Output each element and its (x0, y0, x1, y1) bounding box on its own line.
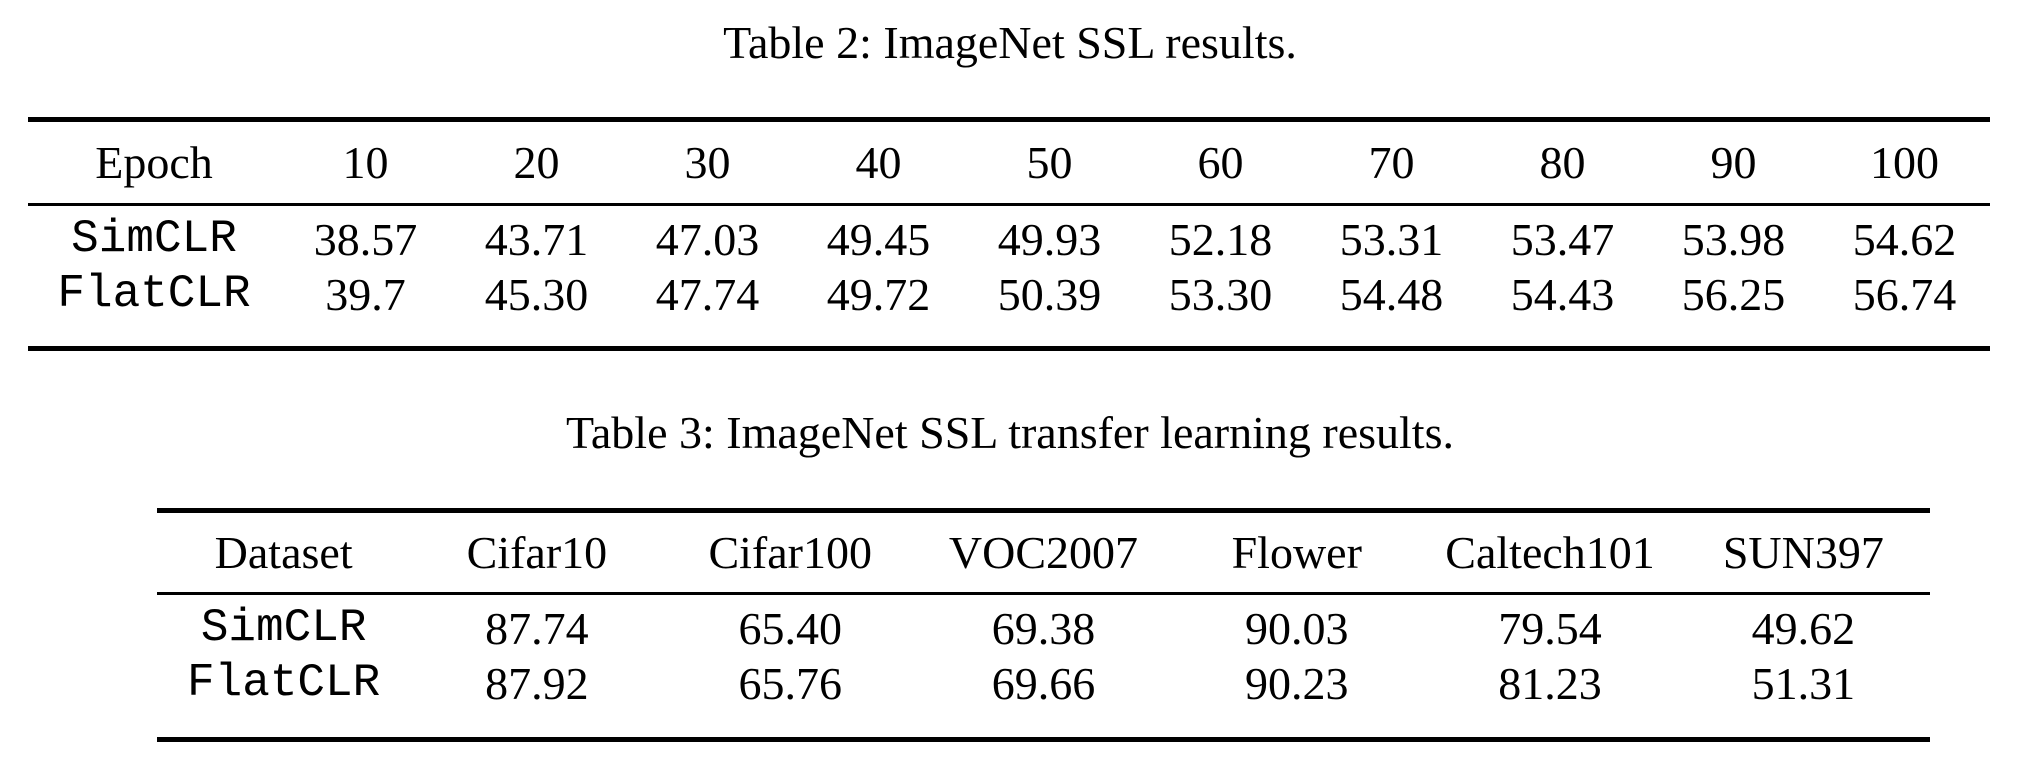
table2-header-cell: 50 (964, 119, 1135, 206)
table2-value-cell: 53.47 (1510, 214, 1615, 265)
table3-value-cell: 65.40 (738, 603, 842, 654)
table2-value-cell: 53.30 (1168, 269, 1273, 320)
table2-value-cell: 49.45 (826, 214, 931, 265)
table3-value-cell: 69.38 (991, 603, 1096, 654)
table2-header-cell: 80 (1477, 119, 1648, 206)
table3-value-cell: 87.74 (485, 603, 589, 654)
table2-value-cell: 43.71 (484, 214, 589, 265)
row-label-flatclr: FlatCLR (57, 268, 251, 320)
table3-value-cell: 90.23 (1245, 658, 1349, 709)
table2-value-cell: 47.74 (655, 269, 760, 320)
table2-header-row: Epoch 10 20 30 40 50 60 70 80 90 100 (28, 119, 1990, 206)
table3-value-cell: 69.66 (991, 658, 1096, 709)
table2-value-cell: 53.98 (1681, 214, 1786, 265)
table3-header-row: Dataset Cifar10 Cifar100 VOC2007 Flower … (157, 510, 1930, 595)
table3-row-simclr: SimCLR 87.74 65.40 69.38 90.03 79.54 49.… (157, 594, 1930, 657)
table2-value-cell: 38.57 (313, 214, 418, 265)
table3-header-cell: Caltech101 (1423, 510, 1677, 595)
table2: Epoch 10 20 30 40 50 60 70 80 90 100 Sim… (28, 117, 1990, 351)
table3-value-cell: 49.62 (1751, 603, 1856, 654)
table3-value-cell: 90.03 (1245, 603, 1349, 654)
table2-value-cell: 45.30 (484, 269, 589, 320)
table3-header-dataset: Dataset (157, 510, 411, 595)
row-label-simclr: SimCLR (71, 213, 237, 265)
table3-value-cell: 87.92 (485, 658, 589, 709)
table2-value-cell: 52.18 (1168, 214, 1273, 265)
table2-header-cell: 20 (451, 119, 622, 206)
table2-value-cell: 56.25 (1681, 269, 1786, 320)
table3-value-cell: 81.23 (1498, 658, 1602, 709)
table2-header-cell: 100 (1819, 119, 1990, 206)
table3-value-cell: 51.31 (1751, 658, 1856, 709)
table2-value-cell: 54.48 (1339, 269, 1444, 320)
table2-header-cell: 10 (280, 119, 451, 206)
table3: Dataset Cifar10 Cifar100 VOC2007 Flower … (157, 508, 1930, 742)
table2-value-cell: 50.39 (997, 269, 1102, 320)
table2-header-epoch: Epoch (28, 119, 280, 206)
table2-header-cell: 30 (622, 119, 793, 206)
table2-value-cell: 39.7 (325, 269, 406, 320)
table2-value-cell: 54.62 (1852, 214, 1957, 265)
table2-value-cell: 49.72 (826, 269, 931, 320)
table2-row-simclr: SimCLR 38.57 43.71 47.03 49.45 49.93 52.… (28, 205, 1990, 268)
table3-value-cell: 79.54 (1498, 603, 1602, 654)
table3-header-cell: Flower (1170, 510, 1424, 595)
table3-caption: Table 3: ImageNet SSL transfer learning … (566, 407, 1454, 458)
table3-row-flatclr: FlatCLR 87.92 65.76 69.66 90.23 81.23 51… (157, 656, 1930, 740)
table2-value-cell: 54.43 (1510, 269, 1615, 320)
table2-header-cell: 90 (1648, 119, 1819, 206)
table2-header-cell: 70 (1306, 119, 1477, 206)
table2-value-cell: 56.74 (1852, 269, 1957, 320)
table3-header-cell: Cifar10 (410, 510, 664, 595)
table3-header-cell: Cifar100 (663, 510, 917, 595)
table2-value-cell: 47.03 (655, 214, 760, 265)
table2-caption: Table 2: ImageNet SSL results. (723, 17, 1297, 68)
table2-row-flatclr: FlatCLR 39.7 45.30 47.74 49.72 50.39 53.… (28, 267, 1990, 349)
row-label-simclr: SimCLR (200, 602, 367, 654)
table3-header-cell: SUN397 (1676, 510, 1930, 595)
table2-header-cell: 60 (1135, 119, 1306, 206)
table3-value-cell: 65.76 (738, 658, 842, 709)
table3-header-cell: VOC2007 (916, 510, 1171, 595)
table2-value-cell: 53.31 (1339, 214, 1444, 265)
table2-value-cell: 49.93 (997, 214, 1102, 265)
table2-header-cell: 40 (793, 119, 964, 206)
row-label-flatclr: FlatCLR (187, 657, 381, 709)
